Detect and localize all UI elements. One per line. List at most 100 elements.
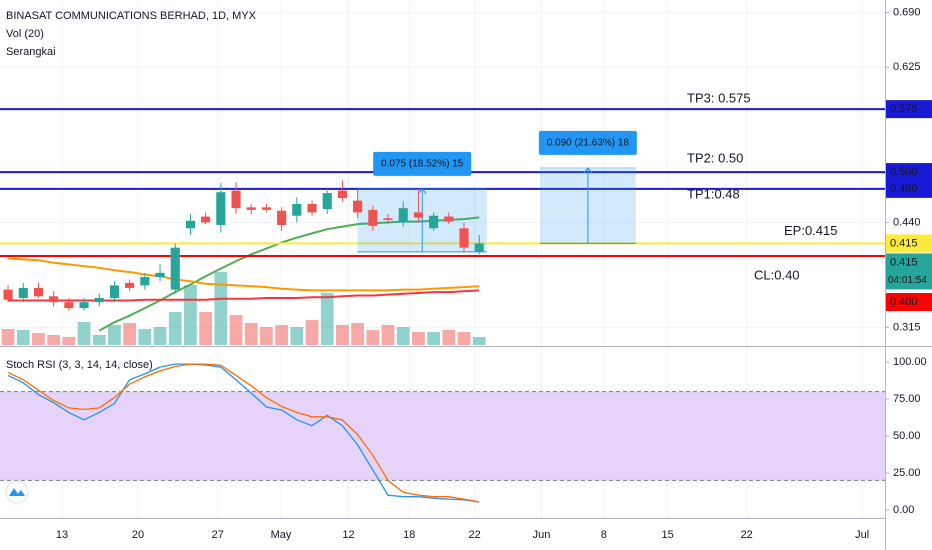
x-tick-label: 12 (342, 529, 354, 541)
level-axis-label-bg (886, 179, 932, 198)
x-tick-label: 8 (601, 529, 607, 541)
candle-body (322, 193, 332, 210)
volume-bar (351, 323, 365, 345)
volume-bar (47, 335, 61, 345)
x-tick-label: 18 (403, 529, 415, 541)
volume-bar (1, 329, 15, 345)
logo-circle (5, 480, 29, 504)
volume-bar (184, 285, 197, 345)
level-axis-label: 0.575 (890, 103, 918, 115)
logo (5, 480, 29, 504)
volume-bar (336, 325, 349, 345)
level-axis-label-bg (886, 163, 932, 182)
level-axis-label: 0.500 (890, 166, 918, 178)
volume-bar (427, 332, 440, 345)
symbol-title: BINASAT COMMUNICATIONS BERHAD, 1D, MYX (6, 10, 257, 22)
level-text: TP2: 0.50 (687, 151, 743, 166)
grid (0, 0, 885, 518)
stoch-line (7, 363, 480, 503)
x-tick-label: Jun (533, 529, 551, 541)
candle-body (64, 302, 74, 309)
candle-body (292, 203, 302, 216)
candle-body (353, 200, 363, 213)
volume-bar (229, 315, 243, 345)
candle-body (474, 243, 484, 252)
candle-body (109, 285, 120, 298)
logo-shape (9, 488, 25, 496)
rsi-band (0, 391, 885, 481)
level-axis-label: 0.480 (890, 183, 918, 195)
plot (0, 108, 885, 503)
candle-body (398, 208, 408, 223)
volume-bar (381, 325, 395, 345)
volume-bar (168, 312, 182, 345)
volume-bar (290, 327, 304, 345)
candle-body (49, 296, 59, 303)
volume-bar (16, 330, 30, 345)
y-tick-label: 0.315 (893, 321, 921, 333)
volume-bar (108, 325, 121, 345)
candle-body (155, 272, 165, 278)
volume-bar (123, 323, 137, 345)
y-tick-label: 0.690 (893, 6, 921, 18)
volume-bar (275, 325, 289, 345)
y-tick-label: 0.440 (893, 216, 921, 228)
volume-bar (77, 322, 91, 345)
level-axis-label-bg (886, 234, 932, 253)
candle-body (337, 190, 347, 199)
level-axis-label-bg (886, 100, 932, 119)
volume-bar (320, 293, 334, 345)
volume-bar (62, 337, 76, 345)
moving-average (8, 289, 480, 302)
measure-label-bg (538, 130, 637, 155)
candle-body (125, 282, 135, 288)
level-axis-label: 0.400 (890, 296, 918, 308)
candle-body (383, 218, 393, 220)
candle-body (170, 247, 180, 290)
volume-bar (396, 327, 410, 345)
last-price-bg (886, 253, 932, 290)
volume-label: Vol (20) (6, 28, 44, 40)
candle-body (18, 287, 28, 298)
candle-body (201, 216, 211, 223)
y-tick-label: 100.00 (893, 356, 927, 368)
y-tick-label: 50.00 (893, 430, 921, 442)
x-tick-label: 20 (132, 529, 144, 541)
volume-bar (92, 335, 106, 345)
volume-bar (472, 337, 486, 345)
x-tick-label: May (271, 529, 292, 541)
stoch-line (7, 363, 480, 503)
level-axis-label-bg (886, 293, 932, 312)
volume-bar (412, 332, 425, 345)
candle-body (140, 277, 150, 286)
candle-body (185, 220, 195, 229)
volume-bar (138, 329, 152, 345)
rsi-title: Stoch RSI (3, 3, 14, 14, close) (6, 359, 153, 371)
candle-body (231, 190, 241, 209)
last-price-label: 0.415 (890, 256, 918, 268)
candle-body (216, 192, 226, 225)
measure-label: 0.090 (21.63%) 18 (547, 138, 630, 149)
candle-body (246, 207, 256, 210)
x-tick-label: 22 (469, 529, 481, 541)
candle-body (429, 215, 439, 229)
candle-body (307, 203, 317, 213)
x-tick-label: 13 (56, 529, 68, 541)
y-tick-label: 0.00 (893, 504, 914, 516)
level-text: TP3: 0.575 (687, 91, 751, 106)
y-tick-label: 75.00 (893, 393, 921, 405)
candle-body (261, 207, 271, 210)
overlay: 13 20 27 May 12 18 22 Jun 8 15 22 Jul 0.690 0.625 0.44… (56, 6, 932, 541)
level-text: EP:0.415 (784, 223, 838, 238)
candle-body (444, 216, 454, 222)
volume-bar (442, 330, 456, 345)
level-axis-label: 0.415 (890, 237, 918, 249)
volume-bar (260, 327, 273, 345)
x-tick-label: Jul (855, 529, 869, 541)
candle-body (79, 302, 89, 309)
volume-bar (366, 330, 380, 345)
candle-body (3, 289, 13, 300)
volume-bar (214, 272, 228, 345)
